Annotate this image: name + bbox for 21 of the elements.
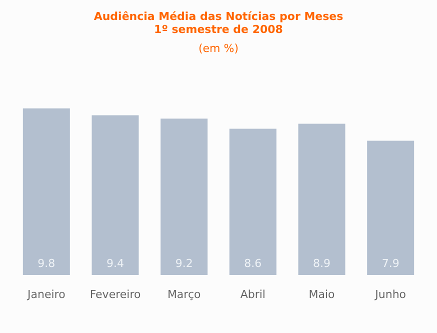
x-tick-label: Março	[167, 288, 201, 301]
bar	[22, 108, 70, 275]
data-label: 8.9	[313, 257, 330, 270]
bar	[367, 140, 414, 275]
chart-subtitle: 1º semestre de 2008	[154, 23, 283, 36]
data-label: 9.4	[106, 257, 124, 270]
x-tick-label: Maio	[308, 288, 336, 301]
chart-title: Audiência Média das Notícias por Meses	[94, 10, 344, 23]
x-tick-label: Fevereiro	[90, 288, 141, 301]
text: (em %)	[198, 42, 239, 55]
bar	[160, 118, 208, 275]
bar	[92, 115, 139, 275]
data-label: 9.2	[175, 257, 193, 270]
x-tick-label: Junho	[374, 288, 406, 301]
data-label: 8.6	[244, 257, 262, 270]
x-tick-label: Abril	[240, 288, 266, 301]
data-label: 9.8	[38, 257, 56, 270]
bar	[229, 128, 276, 275]
x-tick-label: Janeiro	[26, 288, 66, 301]
bar	[298, 124, 346, 275]
data-label: 7.9	[382, 257, 400, 270]
